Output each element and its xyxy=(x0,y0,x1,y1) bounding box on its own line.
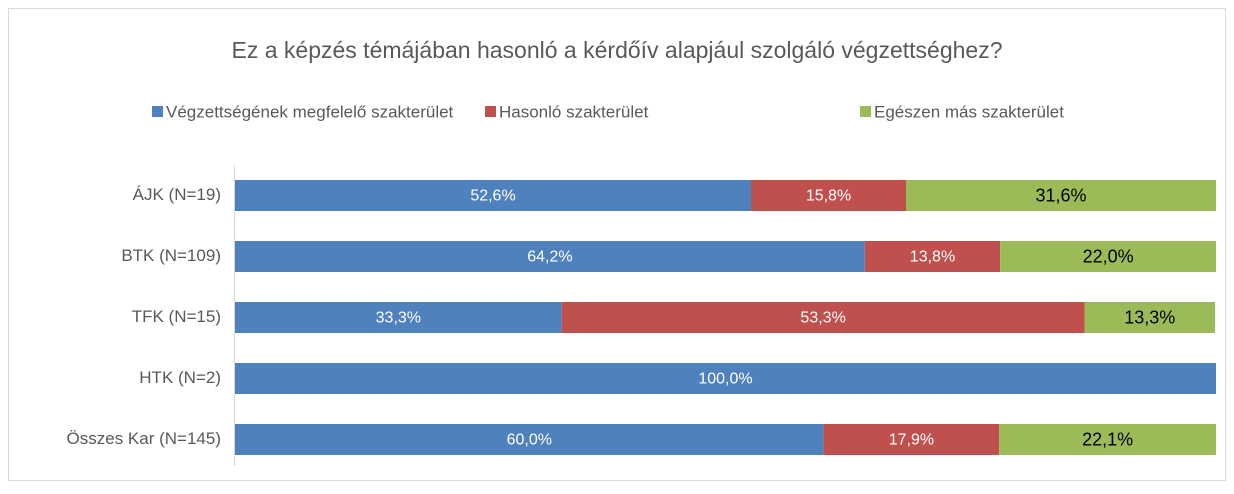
bar-segment xyxy=(561,302,1085,333)
y-tick-label: TFK (N=15) xyxy=(132,307,221,326)
value-label: 13,8% xyxy=(910,249,955,266)
value-label: 100,0% xyxy=(698,371,752,388)
y-tick-label: Összes Kar (N=145) xyxy=(67,429,221,448)
value-label: 33,3% xyxy=(376,310,421,327)
bar-segment xyxy=(1084,302,1216,333)
value-label: 60,0% xyxy=(507,432,552,449)
bar-segment xyxy=(864,241,1001,272)
bar-segment xyxy=(235,363,1216,394)
bar-segment xyxy=(906,180,1216,211)
value-label: 64,2% xyxy=(527,249,572,266)
y-tick-label: HTK (N=2) xyxy=(139,368,221,387)
bar-segment xyxy=(235,180,752,211)
bar-segment xyxy=(999,424,1216,455)
legend-label: Egészen más szakterület xyxy=(874,102,1064,121)
value-label: 22,0% xyxy=(1083,246,1134,266)
bar-segment xyxy=(235,241,865,272)
bar-segment xyxy=(235,424,824,455)
y-tick-label: ÁJK (N=19) xyxy=(133,185,221,204)
legend-swatch xyxy=(485,106,496,117)
y-tick-label: BTK (N=109) xyxy=(121,246,221,265)
legend-label: Hasonló szakterület xyxy=(499,102,649,121)
chart-title: Ez a képzés témájában hasonló a kérdőív … xyxy=(232,37,1003,63)
bar-segment xyxy=(235,302,562,333)
value-label: 15,8% xyxy=(806,188,851,205)
legend-label: Végzettségének megfelelő szakterület xyxy=(166,102,454,121)
value-label: 52,6% xyxy=(470,188,515,205)
value-label: 22,1% xyxy=(1082,429,1133,449)
value-label: 13,3% xyxy=(1124,307,1175,327)
bar-segment xyxy=(751,180,907,211)
value-label: 31,6% xyxy=(1035,185,1086,205)
bar-segment xyxy=(823,424,1000,455)
bar-segment xyxy=(1000,241,1216,272)
value-label: 17,9% xyxy=(889,432,934,449)
value-label: 53,3% xyxy=(800,310,845,327)
legend-swatch xyxy=(152,106,163,117)
legend-swatch xyxy=(860,106,871,117)
